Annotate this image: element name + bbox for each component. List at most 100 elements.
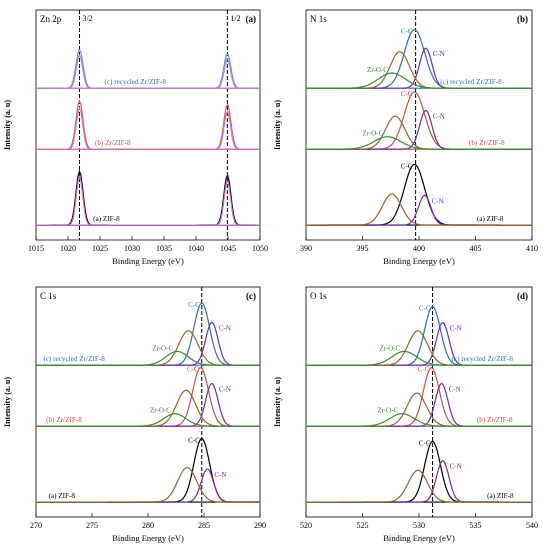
x-axis-label: Binding Energy (eV) [383, 256, 455, 266]
element-label: N 1s [310, 14, 327, 24]
xps-panel-c: 270 275 280 285 290 Binding Energy (eV) Intens… [3, 286, 266, 543]
reference-line-label: 1/2 [230, 14, 240, 23]
peak-curve [36, 413, 260, 427]
peak-tag: C-C [188, 437, 200, 445]
peak-tag: Zr-O-C [363, 130, 384, 138]
peak-tag: C-C [401, 162, 413, 170]
peak-tag: C-N [432, 197, 444, 205]
spectrum-stack: C-C C-N Zr-O-C (b) Zr/ZIF-8 [306, 90, 532, 150]
x-tick-label: 275 [86, 521, 98, 530]
x-axis-label: Binding Energy (eV) [383, 533, 455, 543]
peak-tag: C-C [401, 28, 413, 36]
panel-tag: (c) [246, 291, 256, 301]
panel-tag: (a) [246, 14, 257, 24]
sample-label: (c) recycled Zr/ZIF-8 [452, 355, 514, 363]
spectrum-stack: (c) recycled Zr/ZIF-8 [36, 48, 260, 89]
peak-curve [36, 180, 260, 226]
peak-curve [36, 110, 260, 150]
sample-label: (b) Zr/ZIF-8 [469, 139, 505, 147]
sample-label: (a) ZIF-8 [477, 215, 504, 223]
x-tick-label: 280 [142, 521, 154, 530]
spectrum-stack: C-C C-N (a) ZIF-8 [306, 162, 532, 226]
peak-tag: C-N [433, 113, 445, 121]
x-tick-label: 405 [470, 244, 482, 253]
sample-label: (c) recycled Zr/ZIF-8 [440, 78, 502, 86]
x-tick-label: 1025 [92, 244, 108, 253]
x-tick-label: 410 [526, 244, 538, 253]
peak-tag: C-N [219, 324, 231, 332]
reference-line-label: 3/2 [83, 14, 93, 23]
y-axis-label: Intensity (a. u) [3, 377, 12, 427]
peak-curve [36, 103, 260, 150]
x-tick-label: 530 [413, 521, 425, 530]
element-label: C 1s [40, 291, 57, 301]
x-tick-label: 525 [357, 521, 369, 530]
peak-tag: C-C [401, 90, 413, 98]
x-tick-label: 535 [470, 521, 482, 530]
peak-tag: Zr-O-C [377, 407, 398, 415]
y-axis-label: Intensity (a. u) [273, 377, 282, 427]
sample-label: (a) ZIF-8 [48, 492, 75, 500]
y-axis-label: Intensity (a. u) [3, 100, 12, 150]
element-label: Zn 2p [40, 14, 62, 24]
peak-tag: C-C [419, 305, 431, 313]
plot-frame [35, 9, 261, 241]
x-tick-label: 1035 [156, 244, 172, 253]
peak-curve [306, 350, 532, 366]
x-axis-label: Binding Energy (eV) [112, 256, 184, 266]
sample-label: (a) ZIF-8 [487, 492, 514, 500]
peak-tag: C-C [418, 366, 430, 374]
spectrum-stack: C-C C-N Zr-O-C (b) Zr/ZIF-8 [36, 366, 260, 427]
x-tick-label: 390 [300, 244, 312, 253]
sample-label: (b) Zr/ZIF-8 [95, 139, 131, 147]
peak-tag: C-C [187, 366, 199, 374]
peak-tag: C-N [219, 385, 231, 393]
sample-label: (a) ZIF-8 [93, 215, 120, 223]
peak-curve [36, 57, 260, 89]
peak-tag: Zr-O-C [152, 344, 173, 352]
sample-label: (b) Zr/ZIF-8 [46, 416, 82, 424]
peak-tag: C-N [433, 50, 445, 58]
peak-tag: C-C [188, 301, 200, 309]
x-tick-label: 290 [254, 521, 266, 530]
element-label: O 1s [310, 291, 327, 301]
peak-tag: C-N [450, 463, 462, 471]
spectrum-stack: C-C C-N (a) ZIF-8 [36, 437, 261, 503]
spectrum-stack: C-C C-N (a) ZIF-8 [306, 439, 532, 503]
sample-label: (c) recycled Zr/ZIF-8 [104, 78, 166, 86]
sample-label: (b) Zr/ZIF-8 [477, 416, 513, 424]
x-tick-label: 1020 [60, 244, 76, 253]
peak-tag: C-N [214, 471, 226, 479]
spectrum-stack: (b) Zr/ZIF-8 [36, 99, 260, 150]
x-tick-label: 520 [300, 521, 312, 530]
x-tick-label: 285 [198, 521, 210, 530]
peak-tag: Zr-O-C [150, 407, 171, 415]
peak-tag: Zr-O-C [379, 344, 400, 352]
peak-curve [306, 193, 532, 226]
x-tick-label: 540 [526, 521, 538, 530]
sample-label: (c) recycled Zr/ZIF-8 [43, 355, 105, 363]
peak-tag: C-C [419, 439, 431, 447]
x-tick-label: 270 [30, 521, 42, 530]
x-tick-label: 1015 [28, 244, 44, 253]
spectrum-stack: C-C C-N Zr-O-C (c) recycled Zr/ZIF-8 [306, 305, 532, 366]
plot-frame [35, 286, 261, 518]
spectrum-stack: C-C C-N Zr-O-C (c) recycled Zr/ZIF-8 [306, 28, 532, 89]
peak-curve [36, 350, 260, 366]
panel-tag: (d) [517, 291, 528, 301]
peak-curve [306, 469, 532, 503]
peak-tag: C-N [450, 324, 462, 332]
spectrum-stack: C-C C-N Zr-O-C (b) Zr/ZIF-8 [306, 366, 532, 427]
x-tick-label: 1030 [124, 244, 140, 253]
spectrum-stack: (a) ZIF-8 [36, 169, 260, 226]
xps-panel-d: 520 525 530 535 540 Binding Energy (eV) Intens… [273, 286, 538, 543]
x-tick-label: 1040 [188, 244, 204, 253]
xps-panel-a: 1015 1020 1025 1030 1035 1040 1045 1050 Binding … [3, 9, 268, 266]
x-tick-label: 1045 [220, 244, 236, 253]
peak-curve [306, 136, 532, 150]
xps-panel-b: 390 395 400 405 410 Binding Energy (eV) Intens… [273, 9, 538, 266]
plot-frame [305, 286, 533, 518]
peak-curve [306, 413, 532, 427]
peak-curve [306, 72, 532, 89]
